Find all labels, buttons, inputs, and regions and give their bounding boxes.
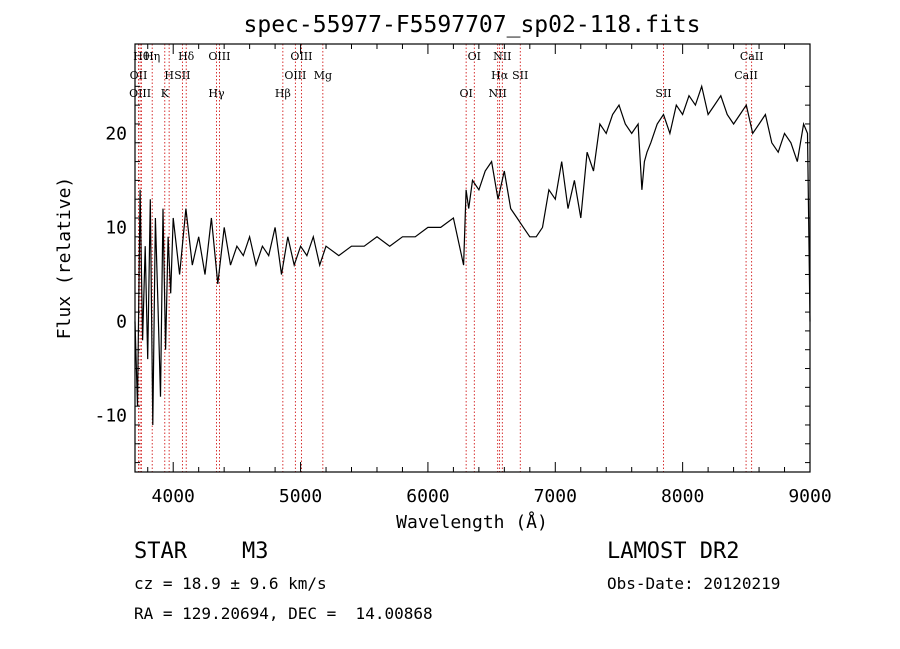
x-tick-label: 6000 — [406, 486, 449, 507]
spectrum-series-line — [134, 84, 811, 426]
spectral-line-label: CaII — [740, 50, 764, 63]
spectral-line-label: Hγ — [208, 87, 225, 100]
spectral-line-label: OI — [459, 87, 472, 100]
x-tick-label: 9000 — [788, 486, 831, 507]
spectral-line-label: SII — [174, 69, 190, 82]
x-tick-label: 8000 — [661, 486, 704, 507]
spectral-line-label: OIII — [129, 87, 151, 100]
x-axis-label: Wavelength (Å) — [396, 511, 548, 533]
spectral-line-label: Mg — [314, 69, 332, 82]
spectral-line-label: OIII — [290, 50, 312, 63]
x-tick-label: 4000 — [152, 486, 195, 507]
spectral-line-markers — [138, 44, 753, 472]
y-tick-label: -10 — [94, 406, 127, 427]
spectral-line-label: OIII — [284, 69, 306, 82]
spectral-line-label: Hη — [144, 50, 160, 63]
y-tick-label: 20 — [105, 123, 127, 144]
y-tick-label: 10 — [105, 217, 127, 238]
y-axis-label: Flux (relative) — [54, 177, 75, 340]
plot-frame — [134, 43, 811, 473]
chart-title: spec-55977-F5597707_sp02-118.fits — [244, 12, 701, 38]
y-tick-label: 0 — [116, 311, 127, 332]
spectral-line-label: OI — [468, 50, 481, 63]
spectral-line-label: K — [161, 87, 170, 100]
spectral-line-label: Hβ — [275, 87, 291, 100]
spectral-line-label: SII — [512, 69, 528, 82]
x-axis: 4000 5000 6000 7000 8000 9000 — [147, 44, 832, 507]
spectral-line-label: Hα — [491, 69, 509, 82]
spectral-line-label: OIII — [208, 50, 230, 63]
spectral-line-label: H — [164, 69, 174, 82]
y-axis: -10 0 10 20 — [94, 85, 810, 464]
spectral-line-label: Hδ — [178, 50, 195, 63]
coordinates-text: RA = 129.20694, DEC = 14.00868 — [134, 604, 433, 623]
spectral-line-label: CaII — [734, 69, 758, 82]
spectral-line-label: SII — [655, 87, 671, 100]
x-tick-label: 5000 — [279, 486, 322, 507]
class-label: STAR — [134, 539, 187, 564]
spectral-line-label: NII — [489, 87, 507, 100]
spectral-line-label: Hθ — [133, 50, 150, 63]
spectral-line-labels: HθOIIOIIIHηHKHδSIIHγOIIIOIIIHβOIIIMgOIOI… — [129, 50, 763, 100]
spectral-line-label: OII — [130, 69, 148, 82]
subclass-label: M3 — [242, 539, 269, 564]
x-tick-label: 7000 — [534, 486, 577, 507]
redshift-text: cz = 18.9 ± 9.6 km/s — [134, 574, 327, 593]
survey-label: LAMOST DR2 — [607, 539, 740, 564]
spectral-line-label: NII — [493, 50, 511, 63]
obs-date-text: Obs-Date: 20120219 — [607, 574, 781, 593]
